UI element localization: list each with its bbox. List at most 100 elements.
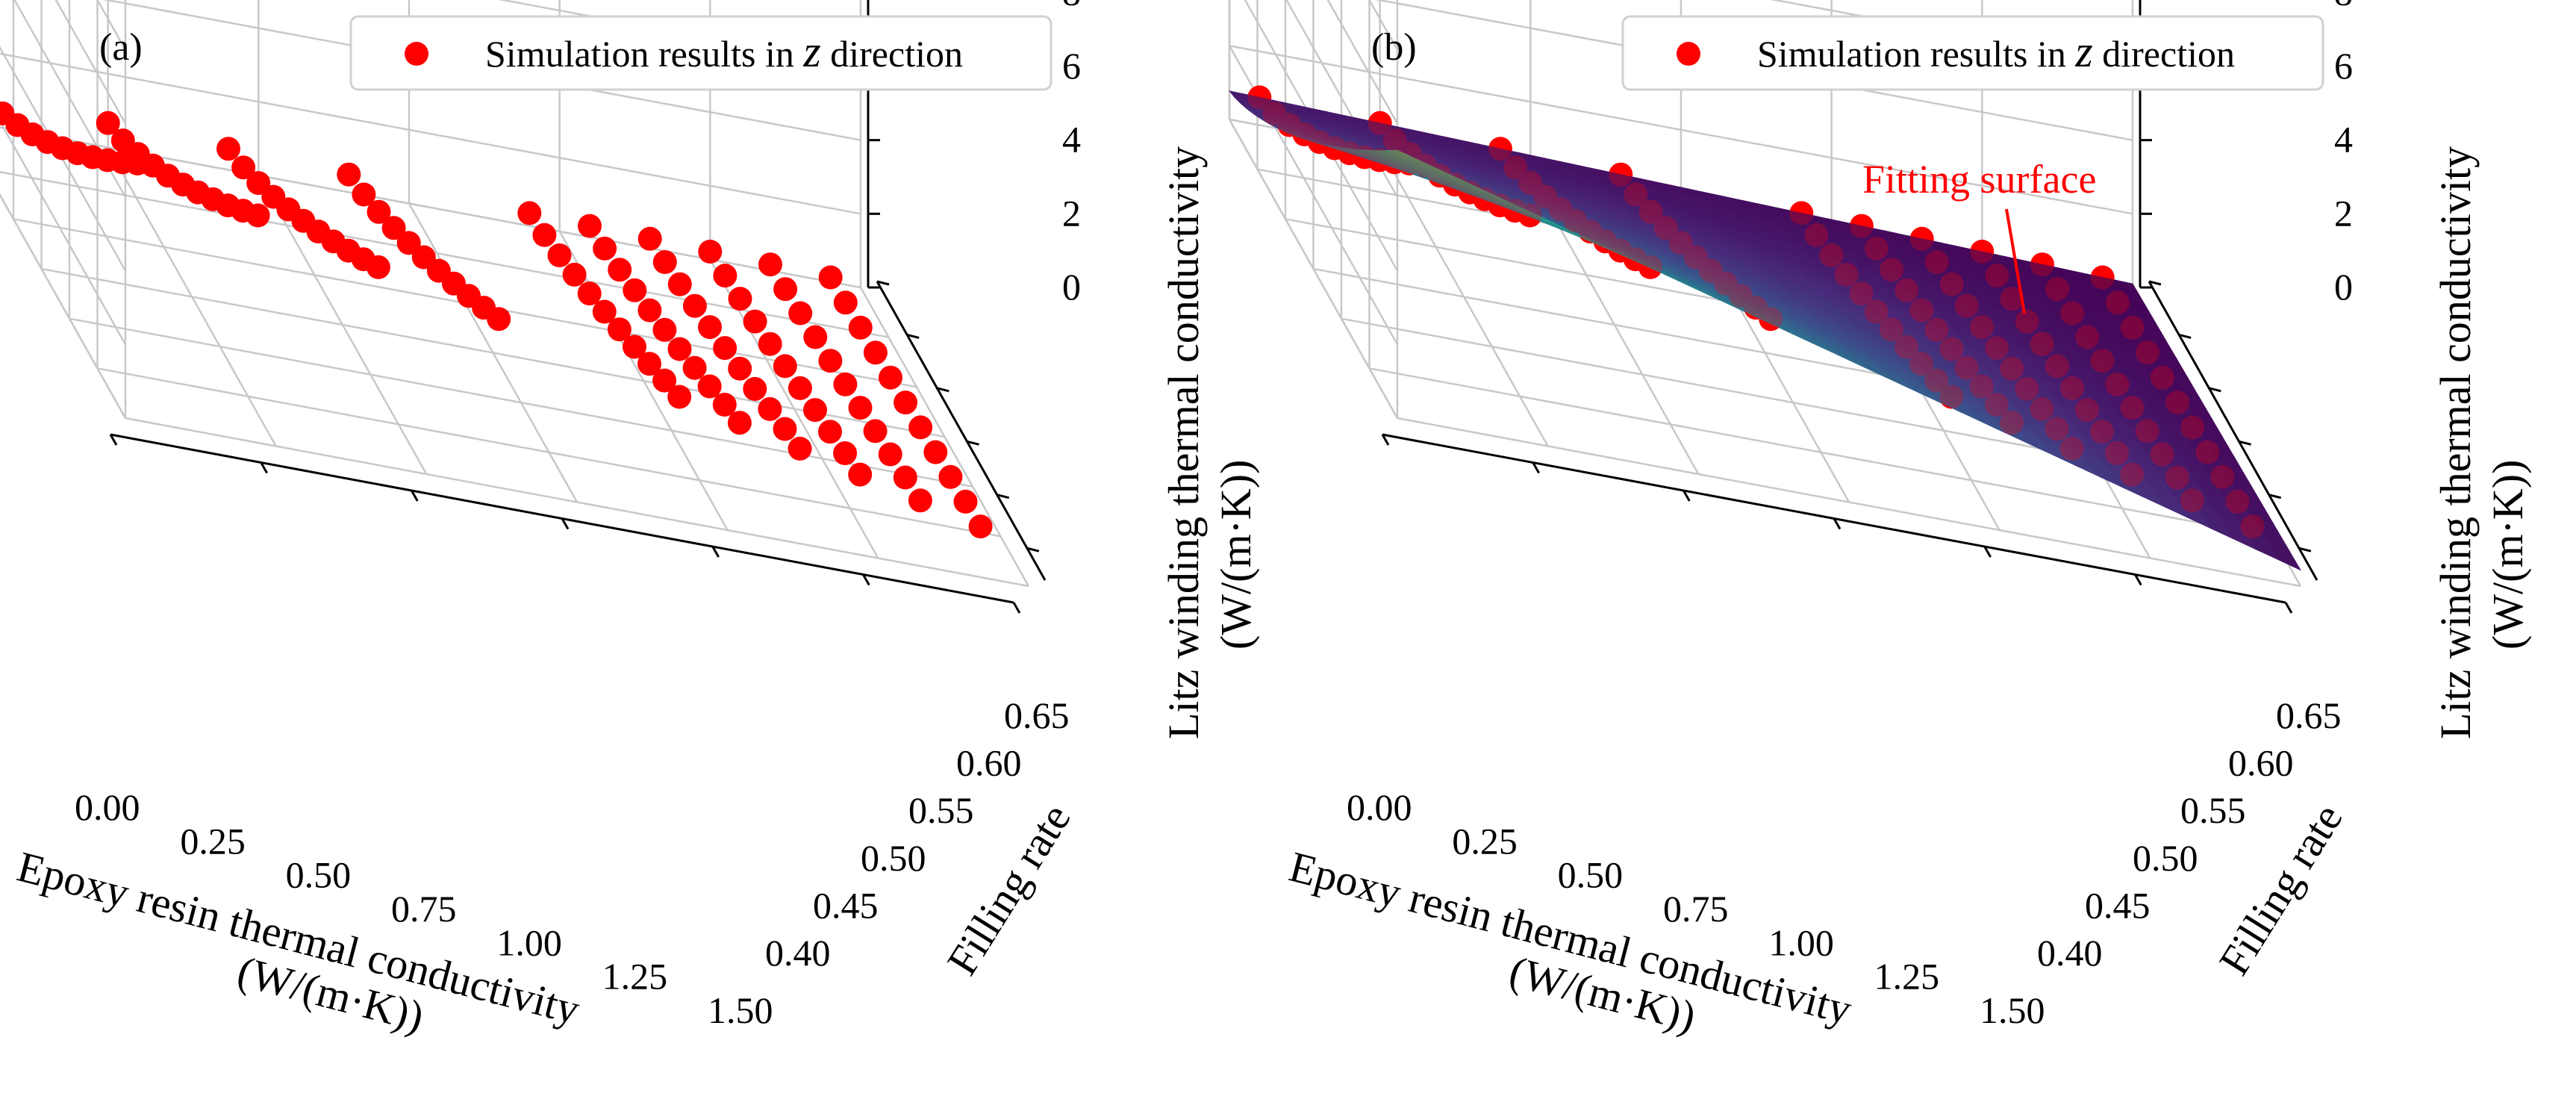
legend-label: Simulation results in z direction (485, 27, 963, 76)
y-tick-label: 0.55 (2180, 789, 2246, 831)
y-tick-label: 0.55 (908, 789, 974, 831)
legend-label: Simulation results in z direction (1757, 27, 2235, 76)
y-tick-label: 0.50 (861, 837, 926, 879)
y-tick-label: 0.40 (765, 932, 831, 974)
x-tick (1833, 517, 1841, 530)
data-point (727, 411, 752, 435)
z-axis-label-units: (W/(m·K)) (1211, 460, 1260, 650)
data-point (758, 332, 782, 356)
data-point (713, 264, 737, 288)
data-point (713, 336, 737, 361)
x-tick-label: 0.25 (1452, 820, 1518, 862)
data-point (593, 236, 617, 261)
data-point (96, 111, 120, 135)
data-point (833, 441, 858, 465)
legend-label-suffix: direction (821, 33, 963, 75)
legend-label-var: z (2074, 27, 2092, 76)
axes: 0.00 0.25 0.50 0.75 1.00 1.25 1.50 0.40 0.45 0.50… (75, 0, 1081, 1031)
z-tick-label: 0 (1062, 266, 1081, 308)
z-axis-label-units: (W/(m·K)) (2483, 460, 2532, 650)
x-tick (1682, 490, 1691, 502)
x-tick-label: 1.25 (1874, 956, 1940, 998)
data-point (758, 252, 782, 277)
z-tick-label: 2 (1062, 192, 1081, 234)
data-point (788, 376, 812, 400)
x-tick (2134, 573, 2142, 586)
data-point (773, 277, 798, 302)
y-tick (2178, 333, 2192, 339)
side-wall-gridline-h (1326, 0, 1399, 124)
y-tick-label: 0.65 (1004, 694, 1070, 736)
y-tick-label: 0.45 (2085, 884, 2151, 926)
legend-label-suffix: direction (2093, 33, 2235, 75)
data-point (803, 325, 828, 349)
y-tick-label: 0.40 (2037, 932, 2103, 974)
back-wall-gridline-h (1229, 45, 2133, 215)
legend: Simulation results in z direction (349, 15, 1052, 91)
x-tick (862, 573, 870, 586)
floor-gridline-y (1397, 417, 2301, 588)
legend-box (1621, 15, 2324, 91)
x-tick-label: 0.50 (1558, 854, 1624, 896)
data-point (923, 440, 948, 464)
data-point (953, 489, 978, 514)
y-tick-label: 0.50 (2133, 837, 2198, 879)
data-point (216, 137, 240, 161)
data-point (758, 396, 782, 421)
y-tick (967, 440, 979, 446)
floor-gridline-y (69, 317, 973, 488)
data-point (893, 465, 917, 490)
y-tick (906, 333, 920, 339)
data-point (667, 337, 692, 361)
data-point (879, 365, 902, 390)
floor-gridline-y (97, 367, 1001, 538)
data-point (623, 334, 646, 359)
y-tick-label: 0.60 (2228, 742, 2294, 784)
y-tick (2298, 547, 2312, 553)
z-tick-label: 4 (2334, 119, 2353, 161)
x-tick-label: 0.00 (75, 786, 140, 828)
data-point (773, 354, 797, 379)
fitting-surface-annotation: Fitting surface (1862, 157, 2096, 202)
data-point (517, 201, 542, 225)
y-tick (997, 494, 1010, 500)
x-tick-label: 1.00 (496, 921, 562, 963)
scatter-points (0, 101, 993, 539)
y-tick (2239, 440, 2251, 446)
data-point (246, 171, 271, 196)
data-point (592, 299, 617, 324)
data-point (728, 287, 752, 311)
data-point (818, 265, 843, 290)
data-point (698, 240, 723, 264)
data-point (848, 396, 873, 420)
data-point (818, 420, 842, 444)
data-point (743, 376, 767, 401)
x-tick (1983, 546, 1992, 558)
x-tick (561, 517, 570, 530)
legend-label-var: z (802, 27, 820, 76)
x-tick (1532, 461, 1540, 474)
y-tick-label: 0.60 (956, 742, 1022, 784)
data-point (487, 307, 511, 332)
legend-marker (405, 42, 428, 66)
data-point (682, 293, 707, 318)
fitting-surface-overlay (1228, 90, 2301, 571)
z-tick-label: 6 (1062, 45, 1081, 87)
y-tick (2268, 494, 2282, 500)
y-axis-line (2148, 281, 2318, 581)
data-point (697, 374, 722, 399)
data-point (743, 309, 767, 334)
legend-marker (1677, 42, 1700, 66)
annotation-arrow (2005, 208, 2026, 314)
x-tick (411, 490, 419, 502)
z-tick-label: 6 (2334, 45, 2353, 87)
data-point (608, 258, 632, 282)
data-point (833, 372, 858, 396)
data-point (547, 243, 572, 267)
annotation: Fitting surface (1862, 157, 2096, 314)
y-tick (2148, 280, 2162, 286)
data-point (848, 315, 873, 340)
x-tick (1381, 434, 1390, 446)
data-point (863, 419, 888, 444)
